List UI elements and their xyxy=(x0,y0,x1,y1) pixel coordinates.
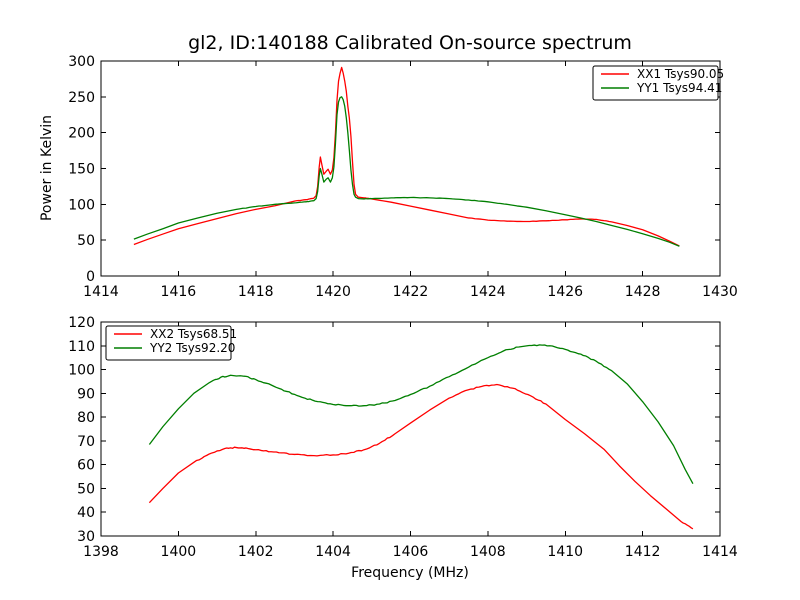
x-tick-label: 1406 xyxy=(393,544,429,560)
x-tick-label: 1404 xyxy=(315,544,351,560)
y-tick-label: 300 xyxy=(68,54,95,70)
x-tick-label: 1426 xyxy=(547,284,583,300)
y-tick-label: 150 xyxy=(68,162,95,178)
x-tick-label: 1418 xyxy=(238,284,274,300)
axes-frame xyxy=(100,321,721,537)
x-tick-label: 1414 xyxy=(83,284,119,300)
x-tick-label: 1428 xyxy=(625,284,661,300)
y-tick-label: 60 xyxy=(77,458,95,474)
y-tick-label: 250 xyxy=(68,90,95,106)
y-tick-label: 0 xyxy=(86,269,95,285)
bottom-plot-xlabel: Frequency (MHz) xyxy=(351,565,469,581)
series-line-xx2 xyxy=(148,383,694,530)
legend-label: XX1 Tsys90.05 xyxy=(637,67,724,81)
x-tick-label: 1424 xyxy=(470,284,506,300)
x-tick-label: 1414 xyxy=(702,544,738,560)
x-tick-label: 1400 xyxy=(161,544,197,560)
x-tick-label: 1398 xyxy=(83,544,119,560)
x-tick-label: 1420 xyxy=(315,284,351,300)
axes-frame xyxy=(100,60,721,277)
y-tick-label: 40 xyxy=(77,505,95,521)
y-tick-label: 50 xyxy=(77,233,95,249)
y-tick-label: 80 xyxy=(77,410,95,426)
y-tick-label: 200 xyxy=(68,126,95,142)
x-tick-label: 1422 xyxy=(393,284,429,300)
x-tick-label: 1412 xyxy=(625,544,661,560)
x-tick-label: 1416 xyxy=(161,284,197,300)
y-tick-label: 70 xyxy=(77,434,95,450)
x-tick-label: 1402 xyxy=(238,544,274,560)
y-tick-label: 90 xyxy=(77,386,95,402)
bottom-subplot: 1398 1400 1402 1404 1406 1408 1410 1412 1414 30 40… xyxy=(68,315,738,560)
top-subplot: 1414 1416 1418 1420 1422 1424 1426 1428 1430 0 50 1… xyxy=(68,54,738,300)
y-tick-label: 100 xyxy=(68,197,95,213)
y-tick-label: 100 xyxy=(68,363,95,379)
series-line-xx1 xyxy=(133,66,680,247)
series-line-yy1 xyxy=(133,96,680,247)
y-tick-label: 30 xyxy=(77,529,95,545)
x-tick-label: 1408 xyxy=(470,544,506,560)
legend-label: XX2 Tsys68.51 xyxy=(150,327,237,341)
legend-label: YY2 Tsys92.20 xyxy=(149,341,235,355)
legend-label: YY1 Tsys94.41 xyxy=(636,81,722,95)
y-tick-label: 110 xyxy=(68,339,95,355)
y-tick-label: 50 xyxy=(77,481,95,497)
figure-title: gl2, ID:140188 Calibrated On-source spec… xyxy=(188,32,632,54)
x-tick-label: 1430 xyxy=(702,284,738,300)
y-tick-label: 120 xyxy=(68,315,95,331)
series-line-yy2 xyxy=(148,344,694,484)
x-tick-label: 1410 xyxy=(547,544,583,560)
